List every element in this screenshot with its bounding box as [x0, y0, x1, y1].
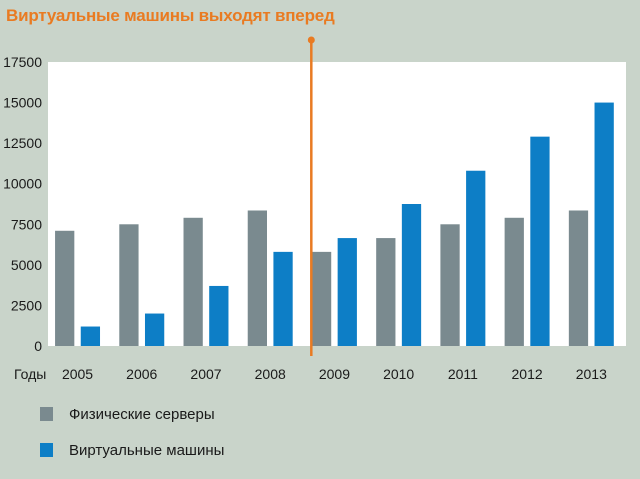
bar-physical-servers	[504, 217, 524, 346]
bar-physical-servers	[440, 224, 460, 346]
y-tick-label: 7500	[11, 216, 42, 232]
bar-virtual-machines	[530, 136, 550, 346]
x-axis-label: Годы	[14, 366, 46, 382]
legend-item-virtual: Виртуальные машины	[40, 434, 224, 466]
x-tick-label: 2011	[448, 366, 478, 382]
bar-physical-servers	[119, 224, 139, 346]
x-tick-label: 2012	[512, 366, 543, 382]
y-tick-label: 2500	[11, 297, 42, 313]
bar-physical-servers	[55, 230, 75, 346]
y-tick-label: 0	[34, 338, 42, 354]
bar-virtual-machines	[273, 251, 293, 346]
plot-area	[48, 62, 626, 346]
legend: Физические серверы Виртуальные машины	[40, 398, 224, 470]
x-tick-label: 2006	[126, 366, 157, 382]
bar-virtual-machines	[144, 313, 165, 346]
bar-physical-servers	[247, 210, 267, 346]
x-tick-label: 2008	[255, 366, 286, 382]
bar-virtual-machines	[466, 170, 486, 346]
bar-physical-servers	[568, 210, 589, 346]
legend-swatch-physical	[40, 407, 53, 421]
y-tick-label: 15000	[3, 95, 42, 111]
x-tick-label: 2010	[383, 366, 414, 382]
chart-title: Виртуальные машины выходят вперед	[6, 6, 335, 25]
bar-physical-servers	[311, 251, 332, 346]
legend-swatch-virtual	[40, 443, 53, 457]
y-axis: 0 2500 5000 7500 10000 12500 15000 17500	[3, 54, 42, 354]
y-tick-label: 12500	[3, 135, 42, 151]
x-tick-label: 2005	[62, 366, 93, 382]
divider-group	[307, 36, 315, 356]
bars-group	[55, 102, 614, 346]
x-axis: 2005 2006 2007 2008 2009 2010 2011 2012 2013	[62, 366, 607, 382]
bar-virtual-machines	[401, 204, 422, 346]
bar-physical-servers	[183, 217, 203, 346]
legend-label-physical: Физические серверы	[69, 405, 215, 423]
x-tick-label: 2013	[576, 366, 607, 382]
bar-virtual-machines	[594, 102, 614, 346]
bar-physical-servers	[376, 238, 396, 346]
legend-label-virtual: Виртуальные машины	[69, 441, 225, 459]
legend-item-physical: Физические серверы	[40, 398, 224, 430]
y-tick-label: 5000	[11, 257, 42, 273]
divider-dot	[307, 36, 315, 44]
bar-virtual-machines	[337, 238, 357, 346]
bar-virtual-machines	[209, 285, 229, 346]
x-tick-label: 2007	[190, 366, 221, 382]
x-tick-label: 2009	[319, 366, 350, 382]
y-tick-label: 17500	[3, 54, 42, 70]
bar-virtual-machines	[80, 326, 101, 346]
y-tick-label: 10000	[3, 176, 42, 192]
